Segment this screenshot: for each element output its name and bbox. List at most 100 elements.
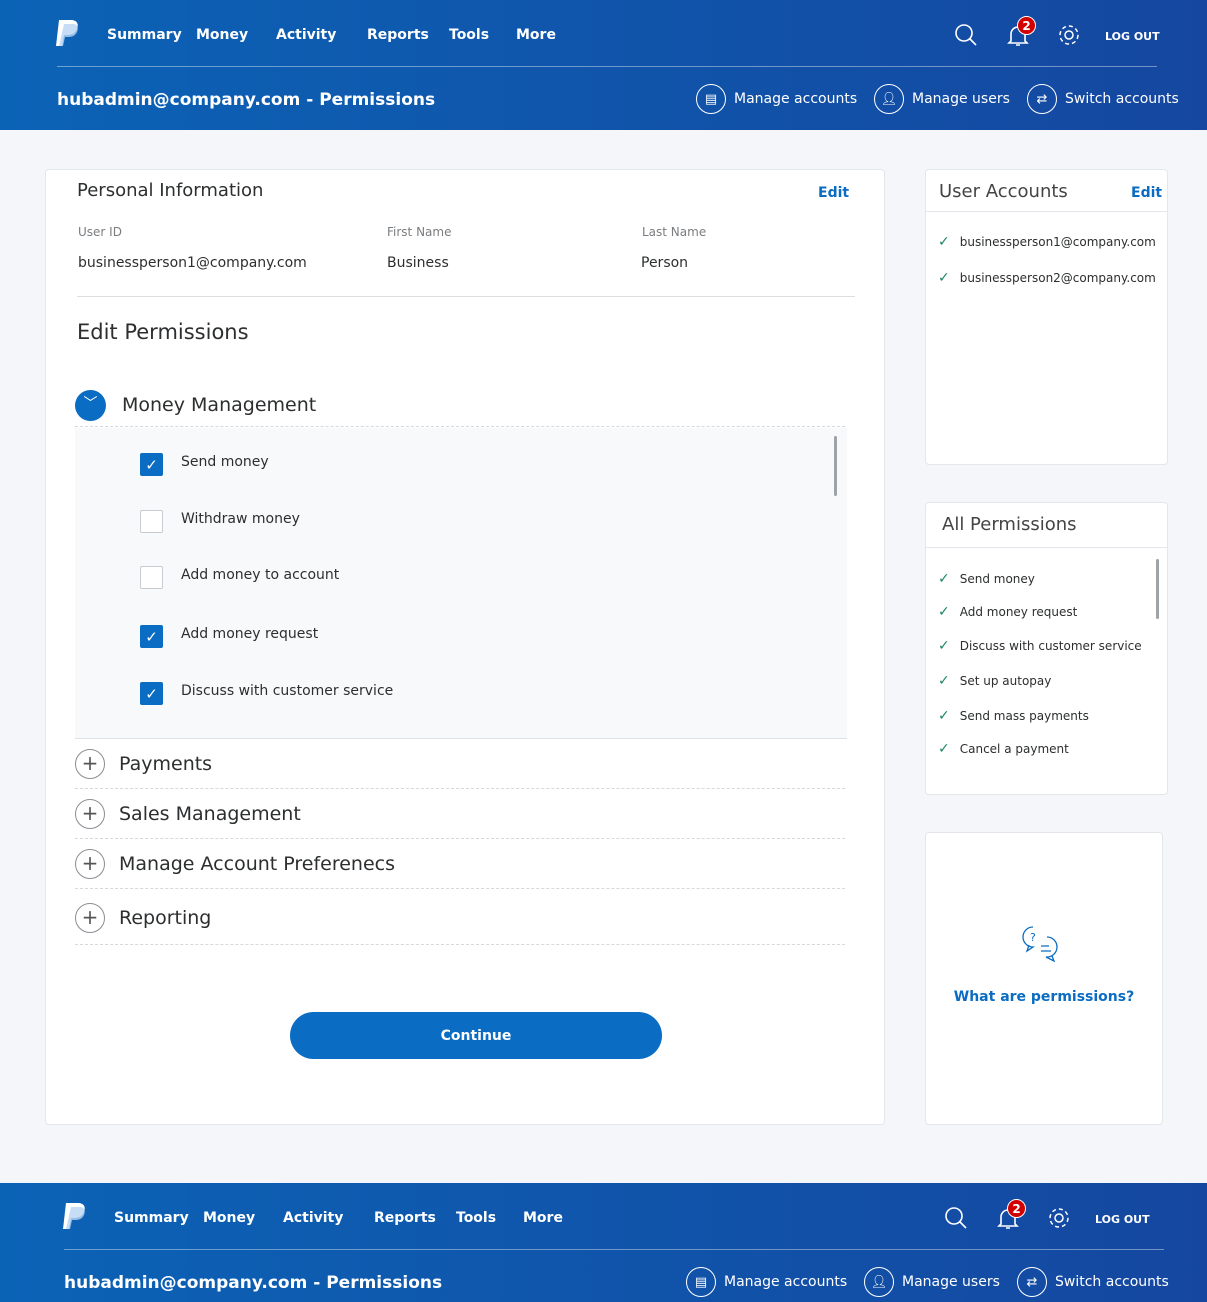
nav-money[interactable]: Money (203, 1210, 256, 1226)
page-title: hubadmin@company.com - Permissions (64, 1273, 443, 1293)
edit-permissions-title: Edit Permissions (77, 320, 249, 344)
permission-label: Discuss with customer service (181, 683, 394, 699)
gear-icon[interactable] (1046, 1205, 1072, 1231)
plus-icon: + (75, 848, 105, 879)
user-accounts-card: User Accounts Edit ✓ businessperson1@comp… (925, 169, 1168, 465)
check-icon: ✓ (938, 673, 950, 689)
nav-reports[interactable]: Reports (367, 27, 429, 43)
nav-money[interactable]: Money (196, 27, 249, 43)
checkbox-1[interactable] (140, 510, 163, 533)
section-label: Payments (119, 752, 213, 775)
notifications-button[interactable]: 2 (995, 1199, 1026, 1231)
check-icon: ✓ (938, 604, 950, 620)
first-name-value: Business (387, 255, 449, 271)
permission-label: Withdraw money (181, 511, 300, 527)
manage-users-label: Manage users (912, 91, 1010, 107)
money-management-header[interactable]: ﹀ Money Management (75, 384, 845, 427)
scrollbar[interactable] (834, 436, 837, 496)
manage-accounts-label: Manage accounts (734, 91, 858, 107)
section-1[interactable]: + Sales Management (75, 789, 845, 839)
switch-accounts-link[interactable]: ⇄ Switch accounts (1027, 84, 1179, 114)
section-3[interactable]: + Reporting (75, 891, 845, 945)
section-2[interactable]: + Manage Account Preferenecs (75, 839, 845, 889)
checkbox-2[interactable] (140, 566, 163, 589)
check-icon: ✓ (938, 638, 950, 654)
user-account-item: ✓ businessperson2@company.com (938, 270, 1156, 286)
permission-label: Add money to account (181, 567, 340, 583)
nav-more[interactable]: More (523, 1210, 563, 1226)
switch-accounts-label: Switch accounts (1055, 1274, 1169, 1290)
plus-icon: + (75, 902, 105, 933)
permission-item: ✓ Send money (938, 571, 1035, 587)
logout-link[interactable]: LOG OUT (1095, 1213, 1150, 1226)
edit-personal-button[interactable]: Edit (818, 185, 850, 201)
check-icon: ✓ (938, 708, 950, 724)
what-are-permissions-link[interactable]: What are permissions? (953, 989, 1135, 1005)
edit-user-accounts-button[interactable]: Edit (1131, 185, 1163, 201)
notifications-button[interactable]: 2 (1005, 16, 1036, 48)
check-icon: ✓ (938, 571, 950, 587)
nav-activity[interactable]: Activity (283, 1210, 344, 1226)
help-card: ? What are permissions? (925, 832, 1163, 1125)
nav-summary[interactable]: Summary (107, 27, 182, 43)
divider (77, 296, 855, 297)
check-icon: ✓ (938, 234, 950, 250)
manage-users-label: Manage users (902, 1274, 1000, 1290)
permission-item: ✓ Set up autopay (938, 673, 1052, 689)
bottom-header: Summary Money Activity Reports Tools Mor… (0, 1183, 1207, 1302)
logout-link[interactable]: LOG OUT (1105, 30, 1160, 43)
permission-label: Send money (181, 454, 269, 470)
user-id-label: User ID (78, 225, 122, 239)
check-icon: ✓ (938, 270, 950, 286)
section-label: Manage Account Preferenecs (119, 852, 396, 875)
user-accounts-title: User Accounts (939, 181, 1068, 202)
page-title: hubadmin@company.com - Permissions (57, 90, 436, 110)
continue-button[interactable]: Continue (290, 1012, 662, 1059)
nav-tools[interactable]: Tools (456, 1210, 497, 1226)
all-permissions-card: All Permissions ✓ Send money ✓ Add money re… (925, 502, 1168, 795)
checkbox-0[interactable]: ✓ (140, 453, 163, 476)
checkbox-4[interactable]: ✓ (140, 682, 163, 705)
search-icon[interactable] (953, 22, 979, 48)
section-label: Sales Management (119, 802, 301, 825)
checkbox-3[interactable]: ✓ (140, 625, 163, 648)
manage-accounts-link[interactable]: ▤ Manage accounts (686, 1267, 847, 1297)
paypal-logo[interactable] (55, 18, 81, 48)
permission-item: ✓ Cancel a payment (938, 741, 1069, 757)
nav-tools[interactable]: Tools (449, 27, 490, 43)
nav-more[interactable]: More (516, 27, 556, 43)
manage-users-link[interactable]: 👤︎ Manage users (864, 1267, 1000, 1297)
switch-accounts-link[interactable]: ⇄ Switch accounts (1017, 1267, 1169, 1297)
switch-accounts-label: Switch accounts (1065, 91, 1179, 107)
switch-icon: ⇄ (1027, 84, 1057, 114)
list-icon: ▤ (696, 84, 726, 114)
section-label: Reporting (119, 906, 212, 929)
nav-activity[interactable]: Activity (276, 27, 337, 43)
check-icon: ✓ (938, 741, 950, 757)
divider (926, 547, 1167, 548)
permission-item: ✓ Discuss with customer service (938, 638, 1142, 654)
plus-icon: + (75, 798, 105, 829)
header-divider (57, 66, 1157, 67)
notification-badge: 2 (1017, 16, 1036, 35)
permission-item: ✓ Add money request (938, 604, 1078, 620)
permission-label: Add money request (181, 626, 319, 642)
money-management-panel (75, 428, 847, 739)
section-0[interactable]: + Payments (75, 739, 845, 789)
nav-summary[interactable]: Summary (114, 1210, 189, 1226)
paypal-logo[interactable] (62, 1201, 88, 1231)
first-name-label: First Name (387, 225, 452, 239)
chevron-down-icon: ﹀ (75, 389, 106, 421)
all-permissions-title: All Permissions (942, 514, 1077, 535)
plus-icon: + (75, 748, 105, 779)
scrollbar[interactable] (1156, 559, 1159, 619)
search-icon[interactable] (943, 1205, 969, 1231)
gear-icon[interactable] (1056, 22, 1082, 48)
nav-reports[interactable]: Reports (374, 1210, 436, 1226)
switch-icon: ⇄ (1017, 1267, 1047, 1297)
last-name-value: Person (641, 255, 689, 271)
notification-badge: 2 (1007, 1199, 1026, 1218)
manage-users-link[interactable]: 👤︎ Manage users (874, 84, 1010, 114)
personal-info-title: Personal Information (77, 180, 264, 201)
manage-accounts-link[interactable]: ▤ Manage accounts (696, 84, 857, 114)
